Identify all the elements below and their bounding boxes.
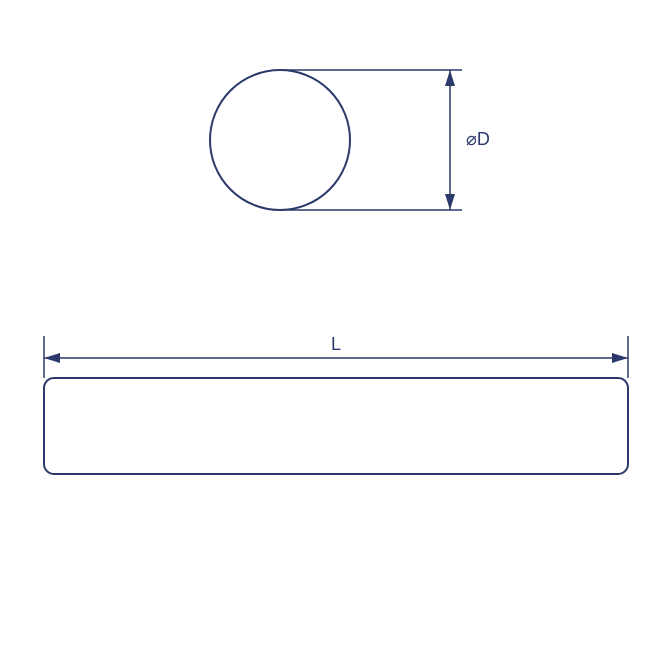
dimension-arrowhead	[445, 70, 455, 86]
cylinder-end-view	[210, 70, 350, 210]
dimension-arrowhead	[44, 353, 60, 363]
cylinder-side-view	[44, 378, 628, 474]
dimension-arrowhead	[445, 194, 455, 210]
length-label: L	[331, 334, 341, 354]
dimension-arrowhead	[612, 353, 628, 363]
diameter-label: ⌀D	[466, 129, 490, 149]
technical-drawing: ⌀D L	[0, 0, 670, 670]
